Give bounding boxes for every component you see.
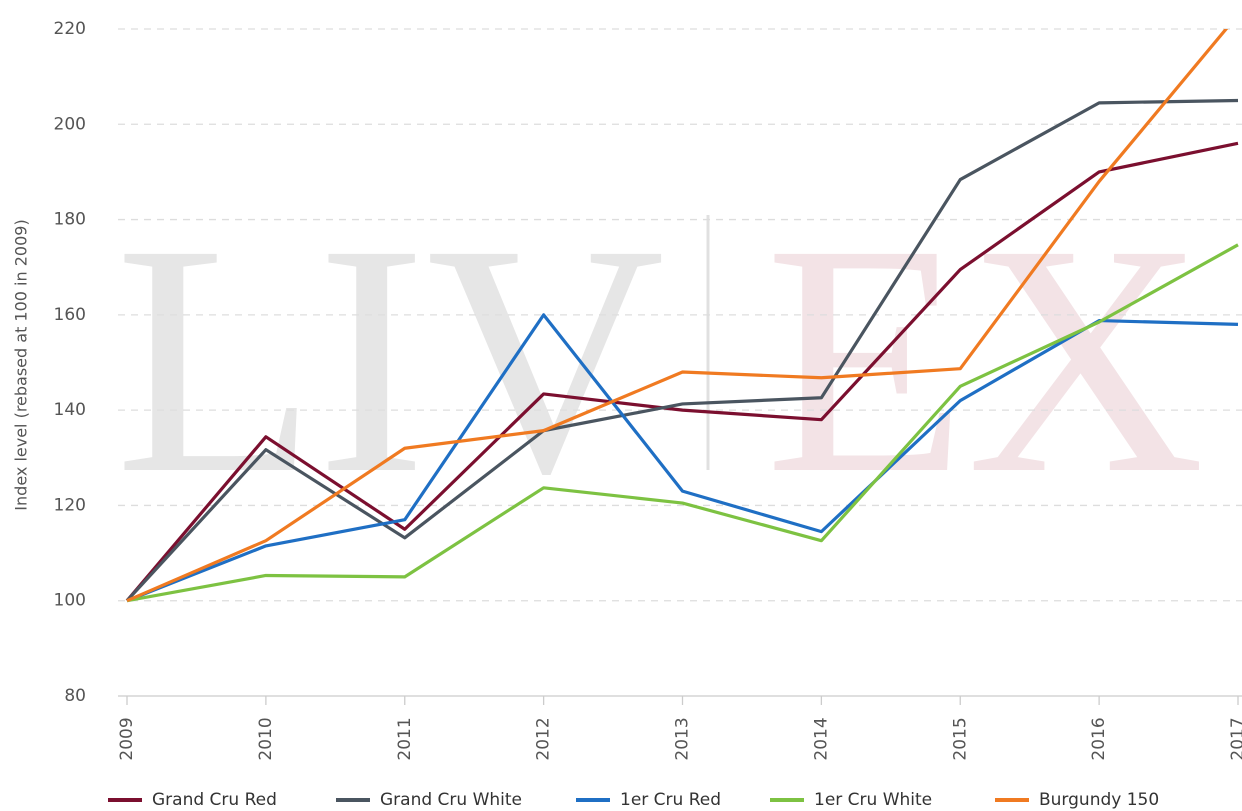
x-tick-label: 2012 — [534, 717, 554, 760]
legend-label: Grand Cru Red — [152, 790, 277, 810]
series-line — [126, 29, 1229, 603]
x-tick-label: 2010 — [256, 717, 276, 760]
x-tick-label: 2015 — [950, 717, 970, 760]
y-tick-label: 200 — [54, 114, 86, 134]
x-tick-label: 2014 — [811, 717, 831, 760]
y-tick-label: 140 — [54, 400, 86, 420]
y-tick-label: 100 — [54, 591, 86, 611]
watermark: EX — [765, 177, 1205, 542]
watermark: LIV — [115, 177, 665, 542]
series-line — [125, 98, 1239, 602]
y-tick-label: 160 — [54, 305, 86, 325]
series-line — [126, 243, 1239, 603]
y-tick-label: 220 — [54, 19, 86, 39]
y-tick-label: 180 — [54, 210, 86, 230]
x-tick-label: 2016 — [1089, 717, 1109, 760]
y-tick-label: 80 — [64, 686, 86, 706]
series-line — [125, 141, 1239, 602]
x-tick-label: 2009 — [117, 717, 137, 760]
legend-label: Burgundy 150 — [1039, 790, 1159, 810]
legend-label: Grand Cru White — [380, 790, 522, 810]
legend-label: 1er Cru White — [814, 790, 932, 810]
x-tick-label: 2011 — [395, 717, 415, 760]
series-line — [126, 313, 1239, 603]
x-tick-label: 2013 — [673, 717, 693, 760]
plot-lines — [125, 29, 1239, 603]
x-tick-label: 2017 — [1228, 717, 1242, 760]
legend-label: 1er Cru Red — [620, 790, 721, 810]
y-tick-label: 120 — [54, 495, 86, 515]
y-axis-label: Index level (rebased at 100 in 2009) — [12, 219, 31, 510]
